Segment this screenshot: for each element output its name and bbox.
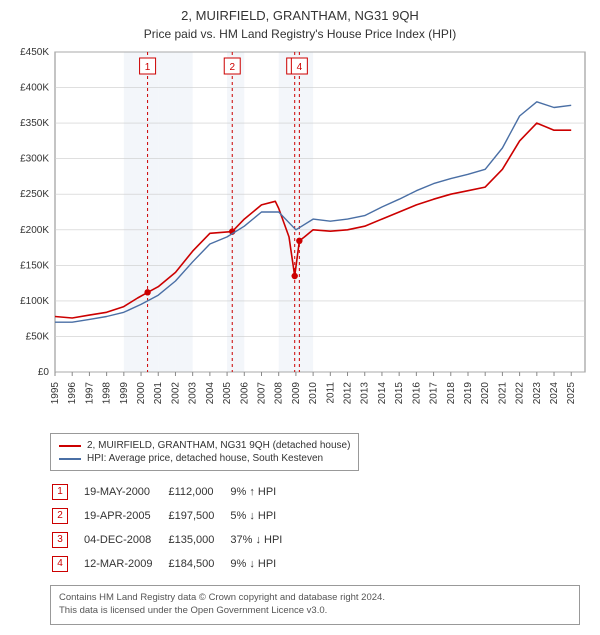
svg-text:£400K: £400K [20, 83, 49, 94]
legend-swatch [59, 445, 81, 447]
svg-text:£200K: £200K [20, 225, 49, 236]
svg-text:4: 4 [297, 62, 303, 73]
svg-text:2019: 2019 [463, 382, 474, 405]
price-chart: £0 £50K £100K £150K £200K £250K £300K £350K £400… [0, 47, 600, 427]
event-price: £112,000 [168, 481, 228, 503]
event-delta: 9% ↓ HPI [230, 553, 296, 575]
svg-text:£350K: £350K [20, 118, 49, 129]
svg-text:1997: 1997 [84, 382, 95, 405]
event-row: 3 04-DEC-2008£135,00037% ↓ HPI [52, 529, 296, 551]
legend-label: HPI: Average price, detached house, Sout… [87, 453, 323, 464]
svg-text:2025: 2025 [566, 382, 577, 405]
event-row: 2 19-APR-2005£197,5005% ↓ HPI [52, 505, 296, 527]
svg-text:2017: 2017 [429, 382, 440, 405]
page-title: 2, MUIRFIELD, GRANTHAM, NG31 9QH [0, 0, 600, 23]
svg-text:2016: 2016 [411, 382, 422, 405]
legend: 2, MUIRFIELD, GRANTHAM, NG31 9QH (detach… [50, 433, 359, 471]
legend-swatch [59, 458, 81, 460]
svg-text:2012: 2012 [343, 382, 354, 405]
event-delta: 37% ↓ HPI [230, 529, 296, 551]
svg-text:2020: 2020 [480, 382, 491, 405]
legend-label: 2, MUIRFIELD, GRANTHAM, NG31 9QH (detach… [87, 440, 350, 451]
legend-row: HPI: Average price, detached house, Sout… [59, 453, 350, 464]
event-badge: 3 [52, 532, 68, 548]
event-date: 12-MAR-2009 [84, 553, 166, 575]
event-delta: 9% ↑ HPI [230, 481, 296, 503]
svg-text:2001: 2001 [153, 382, 164, 405]
event-row: 1 19-MAY-2000£112,0009% ↑ HPI [52, 481, 296, 503]
event-date: 04-DEC-2008 [84, 529, 166, 551]
svg-text:1: 1 [145, 62, 151, 73]
svg-text:2014: 2014 [377, 382, 388, 405]
svg-text:2018: 2018 [446, 382, 457, 405]
svg-text:1998: 1998 [102, 382, 113, 405]
event-price: £197,500 [168, 505, 228, 527]
svg-text:2010: 2010 [308, 382, 319, 405]
event-badge: 2 [52, 508, 68, 524]
page-subtitle: Price paid vs. HM Land Registry's House … [0, 23, 600, 47]
attribution-line-2: This data is licensed under the Open Gov… [59, 605, 571, 618]
svg-text:2024: 2024 [549, 382, 560, 405]
svg-text:£250K: £250K [20, 189, 49, 200]
event-date: 19-MAY-2000 [84, 481, 166, 503]
event-badge: 1 [52, 484, 68, 500]
svg-text:2015: 2015 [394, 382, 405, 405]
event-badge: 4 [52, 556, 68, 572]
svg-text:2022: 2022 [515, 382, 526, 405]
svg-text:2005: 2005 [222, 382, 233, 405]
attribution-line-1: Contains HM Land Registry data © Crown c… [59, 592, 571, 605]
event-date: 19-APR-2005 [84, 505, 166, 527]
attribution: Contains HM Land Registry data © Crown c… [50, 585, 580, 625]
legend-row: 2, MUIRFIELD, GRANTHAM, NG31 9QH (detach… [59, 440, 350, 451]
event-price: £135,000 [168, 529, 228, 551]
svg-text:£100K: £100K [20, 296, 49, 307]
svg-text:1999: 1999 [119, 382, 130, 405]
svg-text:2004: 2004 [205, 382, 216, 405]
event-row: 4 12-MAR-2009£184,5009% ↓ HPI [52, 553, 296, 575]
svg-text:2006: 2006 [239, 382, 250, 405]
svg-text:2011: 2011 [325, 382, 336, 404]
svg-text:2013: 2013 [360, 382, 371, 405]
svg-text:2: 2 [229, 62, 235, 73]
svg-text:1996: 1996 [67, 382, 78, 405]
svg-text:2021: 2021 [497, 382, 508, 405]
svg-text:£50K: £50K [26, 331, 50, 342]
svg-text:2000: 2000 [136, 382, 147, 405]
events-table: 1 19-MAY-2000£112,0009% ↑ HPI 2 19-APR-2005… [50, 479, 298, 577]
event-delta: 5% ↓ HPI [230, 505, 296, 527]
svg-text:£450K: £450K [20, 47, 49, 58]
svg-text:2009: 2009 [291, 382, 302, 405]
svg-text:£150K: £150K [20, 260, 49, 271]
svg-text:2007: 2007 [256, 382, 267, 405]
svg-text:£0: £0 [38, 367, 50, 378]
svg-text:2002: 2002 [170, 382, 181, 405]
event-price: £184,500 [168, 553, 228, 575]
svg-text:2008: 2008 [274, 382, 285, 405]
svg-text:1995: 1995 [50, 382, 61, 405]
svg-text:£300K: £300K [20, 154, 49, 165]
svg-text:2023: 2023 [532, 382, 543, 405]
svg-text:2003: 2003 [188, 382, 199, 405]
